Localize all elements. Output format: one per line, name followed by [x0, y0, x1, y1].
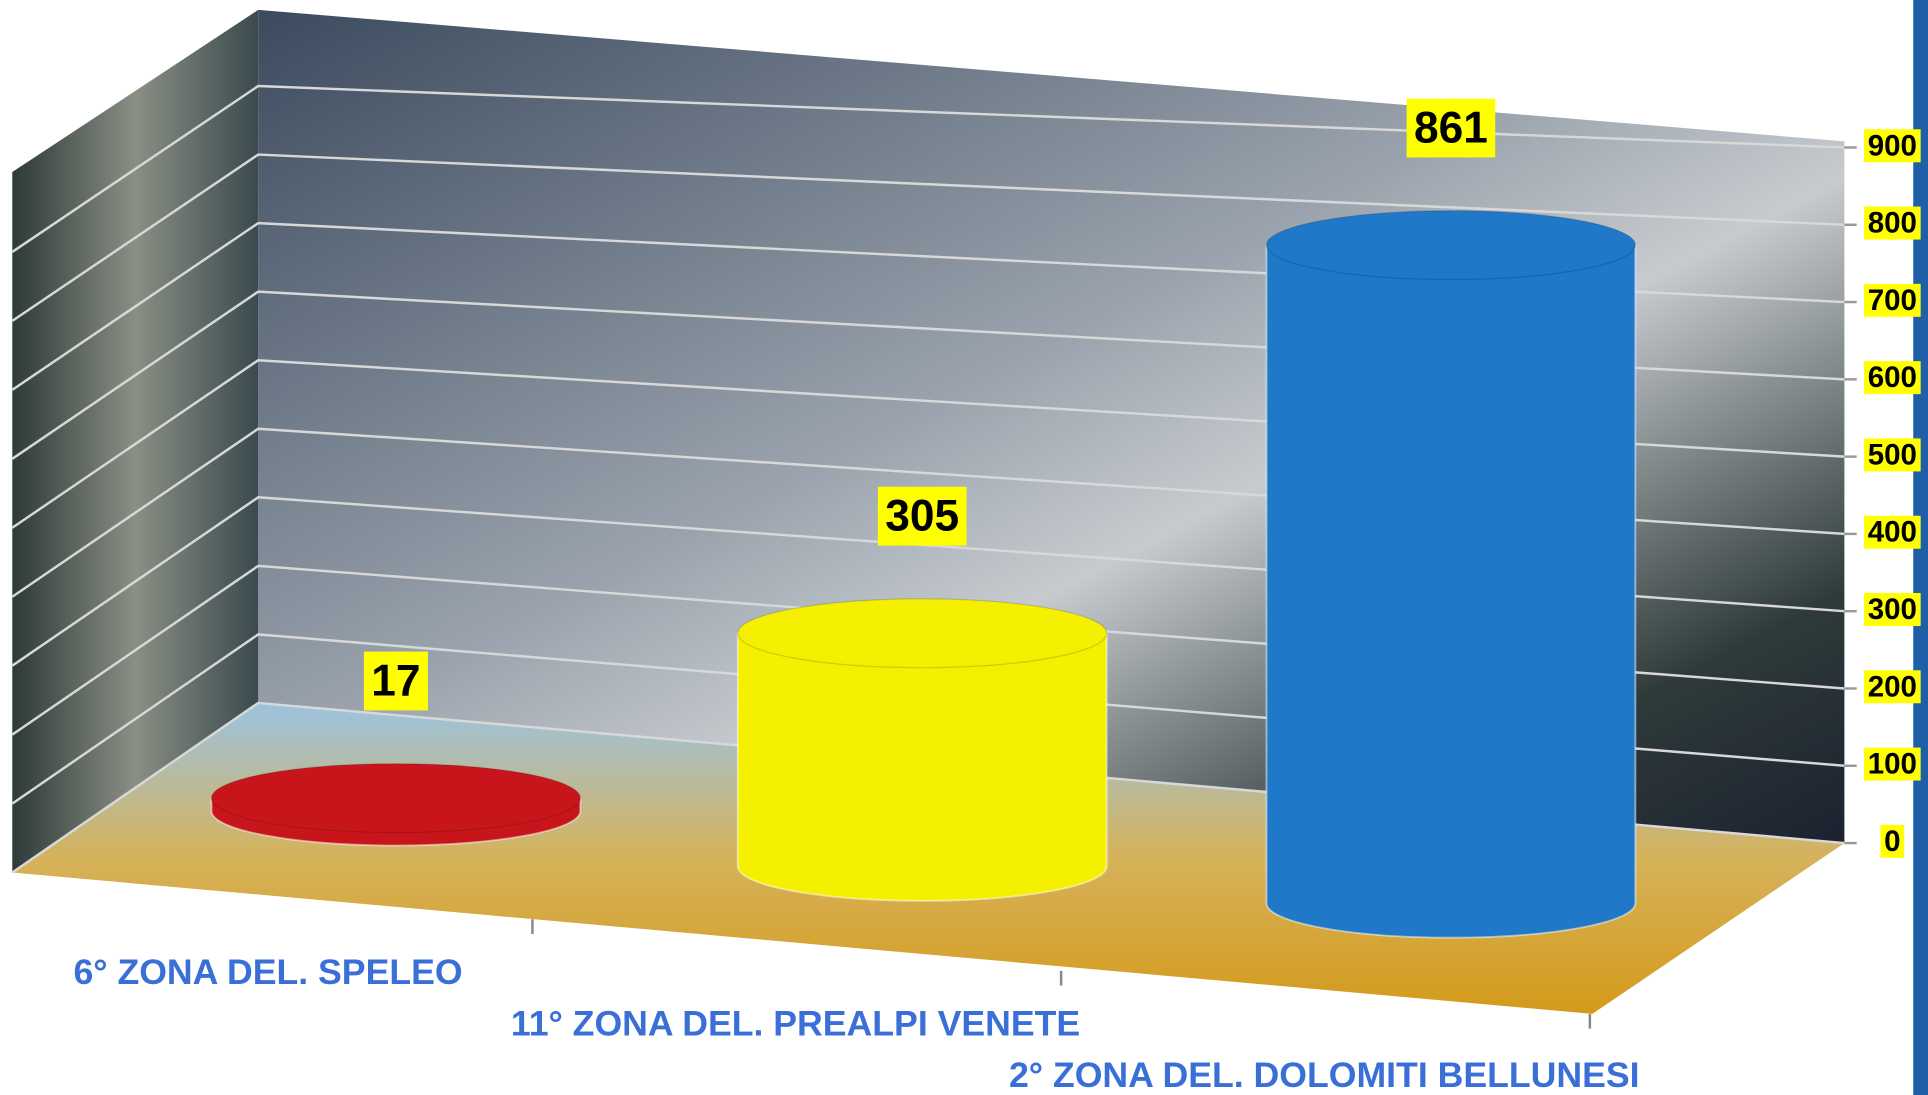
y-tick-box — [1880, 824, 1905, 858]
data-label-box — [1406, 98, 1496, 158]
grid-line — [11, 153, 1845, 322]
y-tick-label: 400 — [1868, 516, 1917, 549]
data-label: 861 — [1414, 104, 1488, 153]
y-tick-box — [1864, 129, 1921, 163]
cylinder — [1265, 210, 1637, 939]
cylinder-top — [1265, 210, 1636, 281]
y-tick-label: 700 — [1868, 284, 1917, 317]
data-label-box — [363, 651, 428, 711]
y-tick-box — [1864, 438, 1921, 472]
y-tick-box — [1864, 206, 1921, 240]
data-label: 305 — [885, 492, 959, 541]
y-tick-box — [1864, 593, 1921, 626]
y-tick-label: 600 — [1868, 361, 1917, 394]
y-tick-label: 900 — [1868, 129, 1917, 162]
y-tick-label: 300 — [1868, 593, 1917, 626]
y-tick-label: 200 — [1868, 670, 1917, 703]
cylinder-top — [737, 598, 1108, 669]
y-tick-label: 0 — [1884, 825, 1900, 858]
cylinder — [210, 763, 582, 847]
cylinder — [736, 598, 1108, 902]
x-tick-label: 2° ZONA DEL. DOLOMITI BELLUNESI — [1009, 1055, 1640, 1095]
side-wall — [12, 9, 259, 873]
y-tick-box — [1864, 283, 1921, 317]
grid-line — [11, 84, 1845, 253]
y-tick-box — [1864, 747, 1921, 781]
cylinder-body — [736, 632, 1108, 902]
y-tick-box — [1864, 361, 1921, 395]
cylinder-body — [1265, 244, 1637, 939]
cylinder-top — [210, 763, 581, 834]
y-tick-box — [1864, 515, 1921, 549]
x-tick-label: 6° ZONA DEL. SPELEO — [73, 952, 462, 992]
y-tick-box — [1864, 670, 1921, 704]
data-label-box — [877, 486, 967, 546]
data-label: 17 — [371, 657, 420, 706]
x-tick-label: 11° ZONA DEL. PREALPI VENETE — [511, 1004, 1080, 1044]
y-tick-label: 500 — [1868, 438, 1917, 471]
y-tick-label: 800 — [1868, 207, 1917, 240]
y-tick-label: 100 — [1868, 748, 1917, 781]
